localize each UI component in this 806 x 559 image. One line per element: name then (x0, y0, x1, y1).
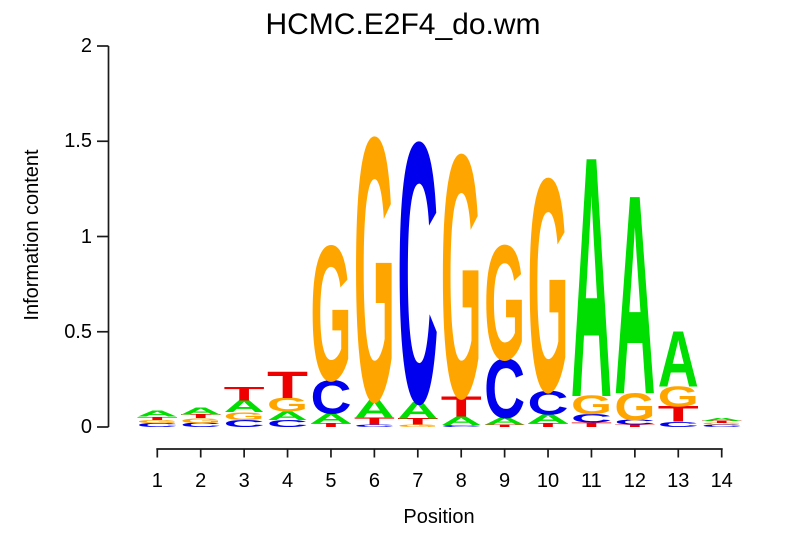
y-tick-label: 1.5 (64, 130, 92, 153)
logo-letter-G: G (614, 385, 655, 428)
logo-letter-G: G (701, 423, 742, 425)
logo-letter-C: C (354, 424, 395, 428)
logo-letter-A: A (701, 416, 742, 422)
logo-letter-A: A (614, 137, 655, 455)
logo-letter-A: A (528, 412, 569, 426)
logo-letter-G: G (571, 390, 612, 420)
logo-letter-A: A (137, 409, 178, 418)
logo-letter-C: C (614, 418, 655, 426)
logo-letter-A: A (180, 406, 221, 417)
x-tick-label: 9 (499, 470, 511, 492)
logo-letter-T: T (137, 416, 178, 421)
logo-letter-C: C (571, 412, 612, 425)
x-tick-label: 13 (667, 470, 690, 492)
logo-letter-T: T (397, 417, 438, 427)
logo-letter-C: C (658, 420, 699, 429)
x-tick-label: 8 (455, 470, 467, 492)
logo-letter-G: G (484, 211, 525, 395)
logo-letter-G: G (137, 419, 178, 425)
y-tick-label: 1 (80, 225, 92, 248)
logo-letter-A: A (354, 394, 395, 424)
x-tick-label: 1 (151, 470, 163, 492)
logo-letter-T: T (354, 416, 395, 427)
logo-letter-C: C (441, 424, 482, 427)
logo-letter-A: A (441, 414, 482, 427)
logo-letter-A: A (267, 409, 308, 422)
logo-letter-G: G (180, 417, 221, 424)
x-tick-label: 14 (710, 470, 733, 492)
y-tick-label: 0.5 (64, 320, 92, 343)
x-axis-label: Position (403, 506, 475, 528)
x-tick-label: 4 (281, 470, 294, 492)
logo-letter-T: T (310, 422, 351, 428)
logo-letter-T: T (484, 424, 525, 428)
logo-letter-G: G (441, 83, 482, 472)
logo-letter-T: T (528, 422, 569, 428)
logo-letter-A: A (571, 85, 612, 469)
x-tick-label: 2 (195, 470, 207, 492)
logo-letter-A: A (310, 410, 351, 426)
logo-letter-T: T (267, 364, 308, 406)
x-tick-label: 7 (412, 470, 424, 492)
logo-letter-T: T (441, 390, 482, 423)
x-tick-label: 10 (536, 470, 560, 492)
logo-letter-C: C (267, 418, 308, 429)
logo-letter-C: C (310, 370, 351, 424)
x-tick-label: 12 (623, 470, 646, 492)
logo-letter-A: A (484, 416, 525, 427)
logo-letter-T: T (571, 421, 612, 428)
logo-letter-C: C (397, 64, 438, 481)
logo-letter-A: A (397, 397, 438, 424)
logo-letter-T: T (701, 420, 742, 424)
logo-letter-T: T (180, 413, 221, 419)
logo-letter-G: G (658, 380, 699, 413)
x-tick-label: 6 (368, 470, 380, 492)
logo-letter-T: T (224, 383, 265, 404)
x-tick-label: 11 (581, 470, 602, 492)
logo-letter-C: C (528, 383, 569, 422)
y-tick-label: 2 (80, 35, 92, 57)
logo-letter-A: A (224, 397, 265, 416)
logo-letter-C: C (180, 422, 221, 429)
logo-letter-C: C (224, 418, 265, 430)
logo-letter-G: G (528, 115, 569, 456)
chart-title: HCMC.E2F4_do.wm (265, 8, 541, 41)
logo-letter-C: C (137, 422, 178, 428)
logo-letter-G: G (224, 410, 265, 422)
logo-letter-G: G (397, 424, 438, 428)
x-tick-label: 3 (238, 470, 250, 492)
logo-letter-C: C (484, 341, 525, 436)
logo-letter-G: G (354, 59, 395, 480)
logo-letter-T: T (658, 402, 699, 426)
logo-letter-G: G (267, 394, 308, 416)
logo-letter-G: G (310, 205, 351, 421)
logo-letter-C: C (701, 424, 742, 428)
logo-letter-A: A (658, 315, 699, 404)
logo-letter-T: T (614, 424, 655, 428)
y-tick-label: 0 (80, 416, 92, 438)
x-tick-label: 5 (325, 470, 337, 492)
